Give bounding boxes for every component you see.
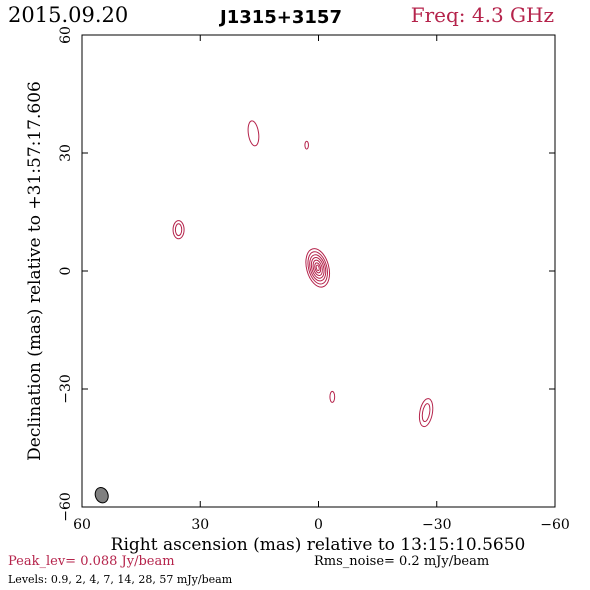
contour-ring <box>304 140 309 150</box>
peak-level-text: Peak_lev= 0.088 Jy/beam <box>8 554 175 569</box>
y-tick-label: −60 <box>58 492 74 522</box>
contour-levels-text: Levels: 0.9, 2, 4, 7, 14, 28, 57 mJy/bea… <box>8 573 233 586</box>
x-axis-label: Right ascension (mas) relative to 13:15:… <box>111 535 526 555</box>
x-tick-label: 60 <box>73 517 91 533</box>
x-tick-label: 30 <box>191 517 209 533</box>
contour-ring <box>174 223 183 237</box>
source-name: J1315+3157 <box>220 7 342 28</box>
contour-ring <box>329 390 336 403</box>
contour-ring <box>309 254 327 282</box>
y-tick-label: 30 <box>58 144 74 162</box>
contour-ring <box>421 403 431 423</box>
axis-ticks <box>81 34 556 508</box>
contour-ring <box>305 248 331 288</box>
y-tick-label: −30 <box>58 374 74 404</box>
rms-noise-text: Rms_noise= 0.2 mJy/beam <box>314 554 490 569</box>
y-axis-label: Declination (mas) relative to +31:57:17.… <box>25 81 45 461</box>
x-tick-label: −30 <box>422 517 452 533</box>
x-tick-label: −60 <box>540 517 570 533</box>
beam-layer <box>94 486 109 504</box>
contour-layer <box>172 120 434 428</box>
contour-ring <box>314 262 322 274</box>
contour-ring <box>312 259 323 277</box>
beam-ellipse <box>94 486 109 504</box>
contour-ring <box>418 398 434 428</box>
y-tick-label: 60 <box>58 26 74 44</box>
observation-date: 2015.09.20 <box>8 3 129 27</box>
contour-ring <box>310 256 325 279</box>
x-tick-label: 0 <box>314 517 323 533</box>
contour-ring <box>307 251 328 285</box>
contour-ring <box>247 120 260 147</box>
contour-ring <box>172 220 185 240</box>
y-tick-label: 0 <box>58 267 74 276</box>
axis-tick-labels: 60 30 0 −30 −60 −60 −30 0 30 60 <box>58 26 570 533</box>
frequency-label: Freq: 4.3 GHz <box>410 3 554 27</box>
contour-ring <box>315 264 320 272</box>
